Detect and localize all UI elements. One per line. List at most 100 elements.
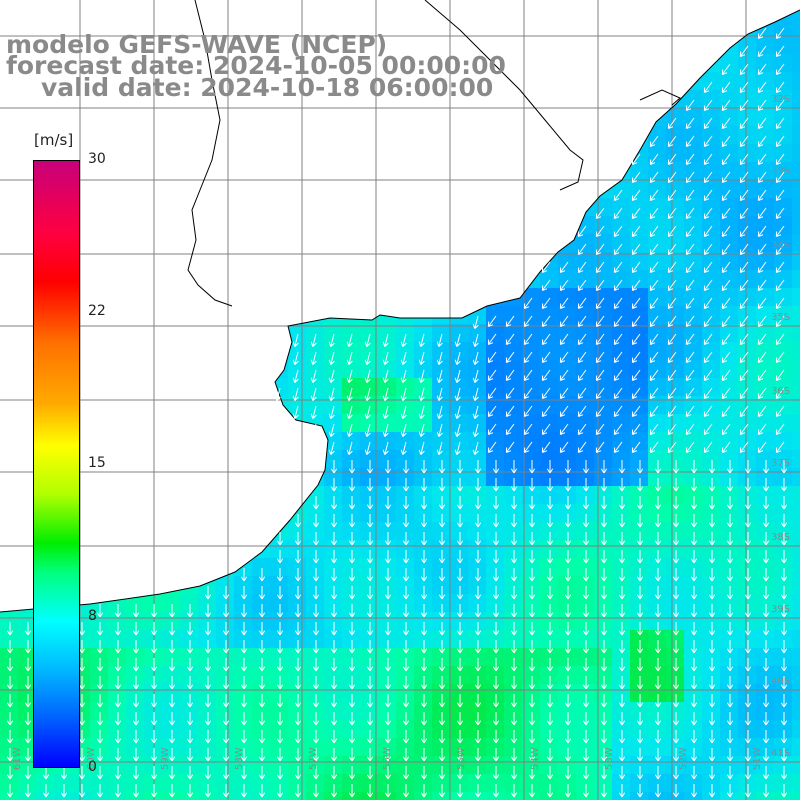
- speed-cell: [666, 108, 684, 126]
- wind-arrow: [595, 297, 605, 309]
- speed-cell: [792, 504, 800, 522]
- wind-arrow: [739, 243, 749, 255]
- wind-arrow: [546, 496, 554, 510]
- wind-arrow: [613, 405, 623, 417]
- speed-cell: [504, 720, 522, 738]
- speed-cell: [432, 594, 450, 612]
- speed-cell: [630, 486, 648, 504]
- speed-cell: [414, 648, 432, 666]
- wind-arrow: [708, 550, 716, 564]
- speed-cell: [450, 522, 468, 540]
- speed-cell: [360, 324, 378, 342]
- wind-arrow: [456, 658, 464, 672]
- speed-cell: [522, 576, 540, 594]
- wind-arrow: [384, 658, 392, 672]
- wind-arrow: [775, 315, 785, 327]
- speed-cell: [792, 774, 800, 792]
- wind-arrow: [6, 622, 14, 636]
- speed-cell: [378, 684, 396, 702]
- speed-cell: [378, 612, 396, 630]
- wind-arrow: [703, 441, 713, 453]
- speed-cell: [522, 414, 540, 432]
- speed-cell: [738, 630, 756, 648]
- speed-cell: [306, 558, 324, 576]
- speed-cell: [630, 288, 648, 306]
- wind-arrow: [420, 514, 428, 528]
- wind-arrow: [744, 658, 752, 672]
- speed-cell: [540, 540, 558, 558]
- wind-arrow: [654, 496, 662, 510]
- speed-cell: [522, 648, 540, 666]
- speed-cell: [630, 630, 648, 648]
- speed-cell: [684, 738, 702, 756]
- speed-cell: [486, 414, 504, 432]
- speed-cell: [738, 702, 756, 720]
- wind-arrow: [631, 333, 641, 345]
- wind-arrow: [150, 658, 158, 672]
- lat-label: 37S: [771, 458, 790, 469]
- wind-arrow: [348, 460, 356, 474]
- speed-cell: [648, 684, 666, 702]
- speed-cell: [0, 666, 18, 684]
- speed-cell: [684, 450, 702, 468]
- speed-cell: [684, 252, 702, 270]
- wind-arrow: [474, 478, 482, 492]
- wind-arrow: [636, 640, 644, 654]
- wind-arrow: [168, 622, 176, 636]
- wind-arrow: [400, 333, 407, 347]
- wind-arrow: [276, 784, 284, 798]
- wind-arrow: [595, 405, 605, 417]
- speed-cell: [792, 666, 800, 684]
- wind-arrow: [346, 333, 353, 347]
- speed-cell: [324, 702, 342, 720]
- wind-arrow: [744, 460, 752, 474]
- wind-arrow: [510, 622, 518, 636]
- wind-arrow: [690, 694, 698, 708]
- speed-cell: [432, 414, 450, 432]
- wind-arrow: [577, 423, 587, 435]
- speed-cell: [378, 378, 396, 396]
- wind-arrow: [744, 478, 752, 492]
- wind-arrow: [577, 243, 587, 255]
- wind-arrow: [240, 604, 248, 618]
- speed-cell: [756, 756, 774, 774]
- wind-arrow: [726, 478, 734, 492]
- wind-arrow: [739, 225, 749, 237]
- speed-cell: [720, 666, 738, 684]
- wind-arrow: [780, 676, 788, 690]
- speed-cell: [756, 432, 774, 450]
- speed-cell: [756, 774, 774, 792]
- wind-arrow: [114, 748, 122, 762]
- speed-cell: [522, 450, 540, 468]
- speed-cell: [702, 252, 720, 270]
- wind-arrow: [96, 694, 104, 708]
- speed-cell: [468, 594, 486, 612]
- wind-arrow: [744, 514, 752, 528]
- speed-cell: [468, 558, 486, 576]
- speed-cell: [738, 432, 756, 450]
- wind-arrow: [582, 586, 590, 600]
- wind-arrow: [685, 117, 695, 129]
- speed-cell: [702, 774, 720, 792]
- wind-arrow: [382, 423, 389, 437]
- speed-cell: [468, 774, 486, 792]
- wind-arrow: [492, 766, 500, 780]
- speed-cell: [72, 774, 90, 792]
- speed-cell: [756, 522, 774, 540]
- wind-arrow: [636, 568, 644, 582]
- speed-cell: [666, 234, 684, 252]
- wind-arrow: [418, 387, 425, 401]
- speed-cell: [216, 684, 234, 702]
- speed-cell: [432, 432, 450, 450]
- speed-cell: [684, 576, 702, 594]
- wind-arrow: [600, 676, 608, 690]
- wind-arrow: [366, 478, 374, 492]
- speed-cell: [774, 162, 792, 180]
- speed-cell: [378, 756, 396, 774]
- speed-cell: [270, 738, 288, 756]
- wind-arrow: [402, 784, 410, 798]
- wind-arrow: [528, 478, 536, 492]
- wind-arrow: [456, 568, 464, 582]
- wind-arrow: [690, 676, 698, 690]
- speed-cell: [738, 360, 756, 378]
